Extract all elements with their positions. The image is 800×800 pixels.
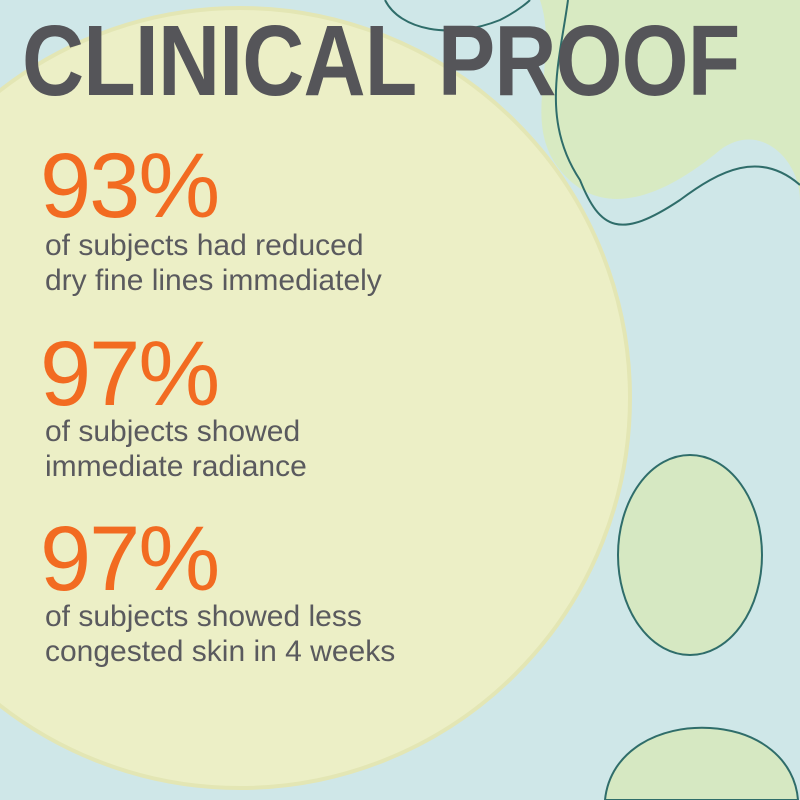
stat-line: immediate radiance: [45, 450, 307, 483]
stat-value-1: 93%: [40, 135, 220, 237]
serum-outline-top: [384, 0, 800, 226]
serum-drop-right: [617, 454, 763, 656]
stat-description-2: of subjects showed immediate radiance: [45, 414, 307, 484]
stat-line: of subjects showed: [45, 415, 301, 448]
stat-line: congested skin in 4 weeks: [45, 635, 396, 668]
stat-line: of subjects had reduced: [45, 229, 364, 262]
serum-drop-bottom: [603, 726, 800, 800]
cotton-pad: [0, 8, 630, 788]
stat-value-3: 97%: [40, 508, 220, 610]
stat-line: dry fine lines immediately: [45, 264, 382, 297]
page-title: CLINICAL PROOF: [22, 5, 740, 117]
stat-line: of subjects showed less: [45, 600, 362, 633]
stat-description-3: of subjects showed less congested skin i…: [45, 599, 395, 669]
cotton-pad-shade: [0, 6, 632, 790]
stat-value-2: 97%: [40, 323, 220, 425]
stat-description-1: of subjects had reduced dry fine lines i…: [45, 228, 382, 298]
serum-blob-top: [540, 0, 800, 200]
